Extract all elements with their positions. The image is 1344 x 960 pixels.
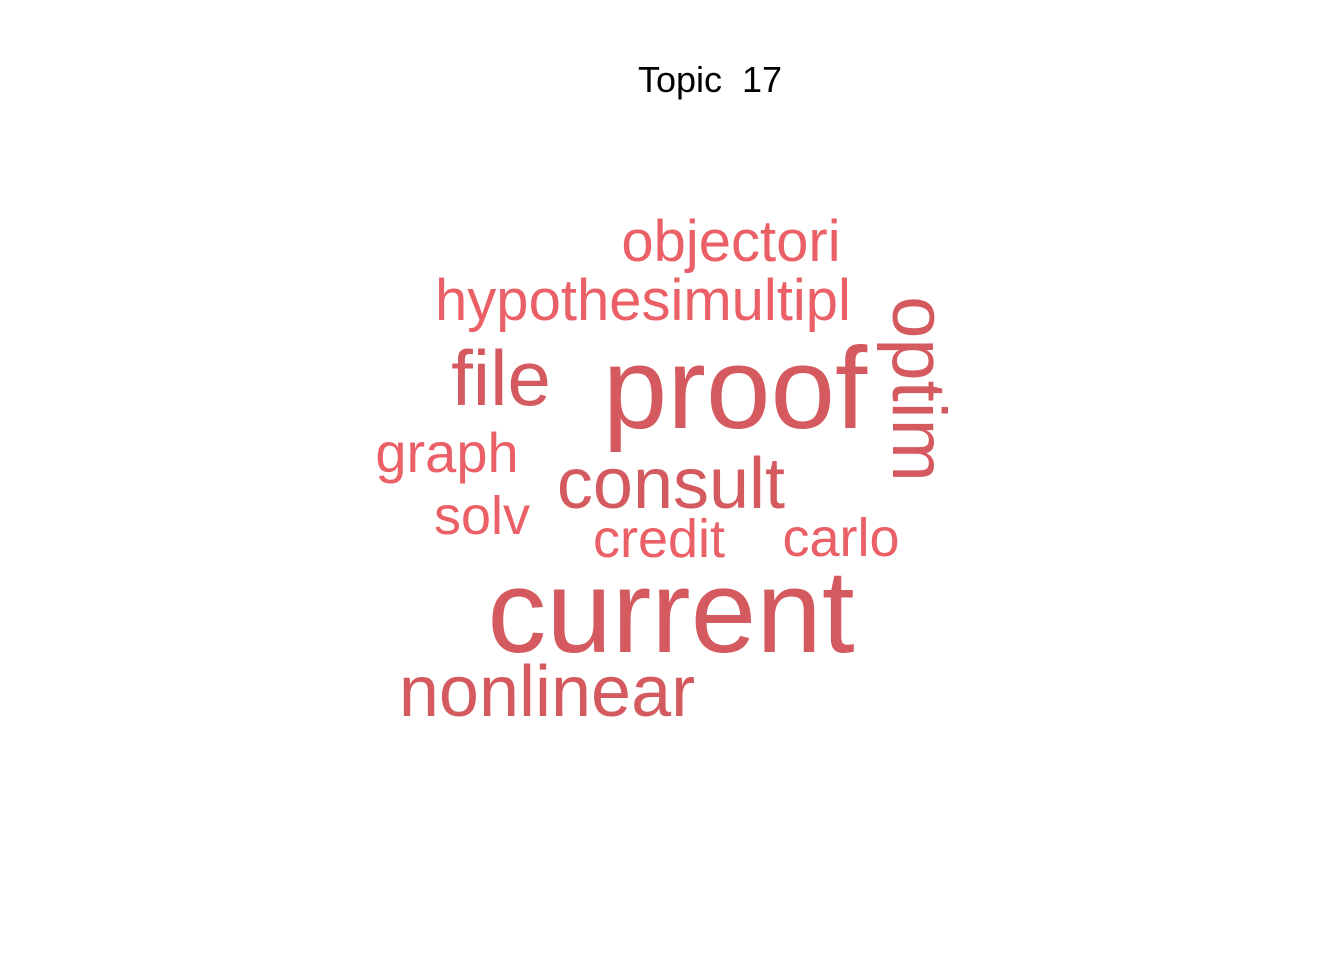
word-consult: consult [556, 444, 786, 524]
word-file: file [451, 334, 551, 422]
word-credit: credit [592, 509, 726, 569]
chart-title: Topic 17 [637, 59, 783, 100]
word-carlo: carlo [782, 508, 900, 568]
word-objectori: objectori [621, 209, 841, 274]
word-graph: graph [375, 421, 519, 484]
word-optim: optim [876, 296, 961, 482]
word-hypothesimultipl: hypothesimultipl [435, 268, 851, 333]
word-current: current [487, 546, 855, 678]
word-nonlinear: nonlinear [398, 652, 696, 732]
word-solv: solv [433, 486, 531, 546]
word-proof: proof [602, 323, 868, 453]
